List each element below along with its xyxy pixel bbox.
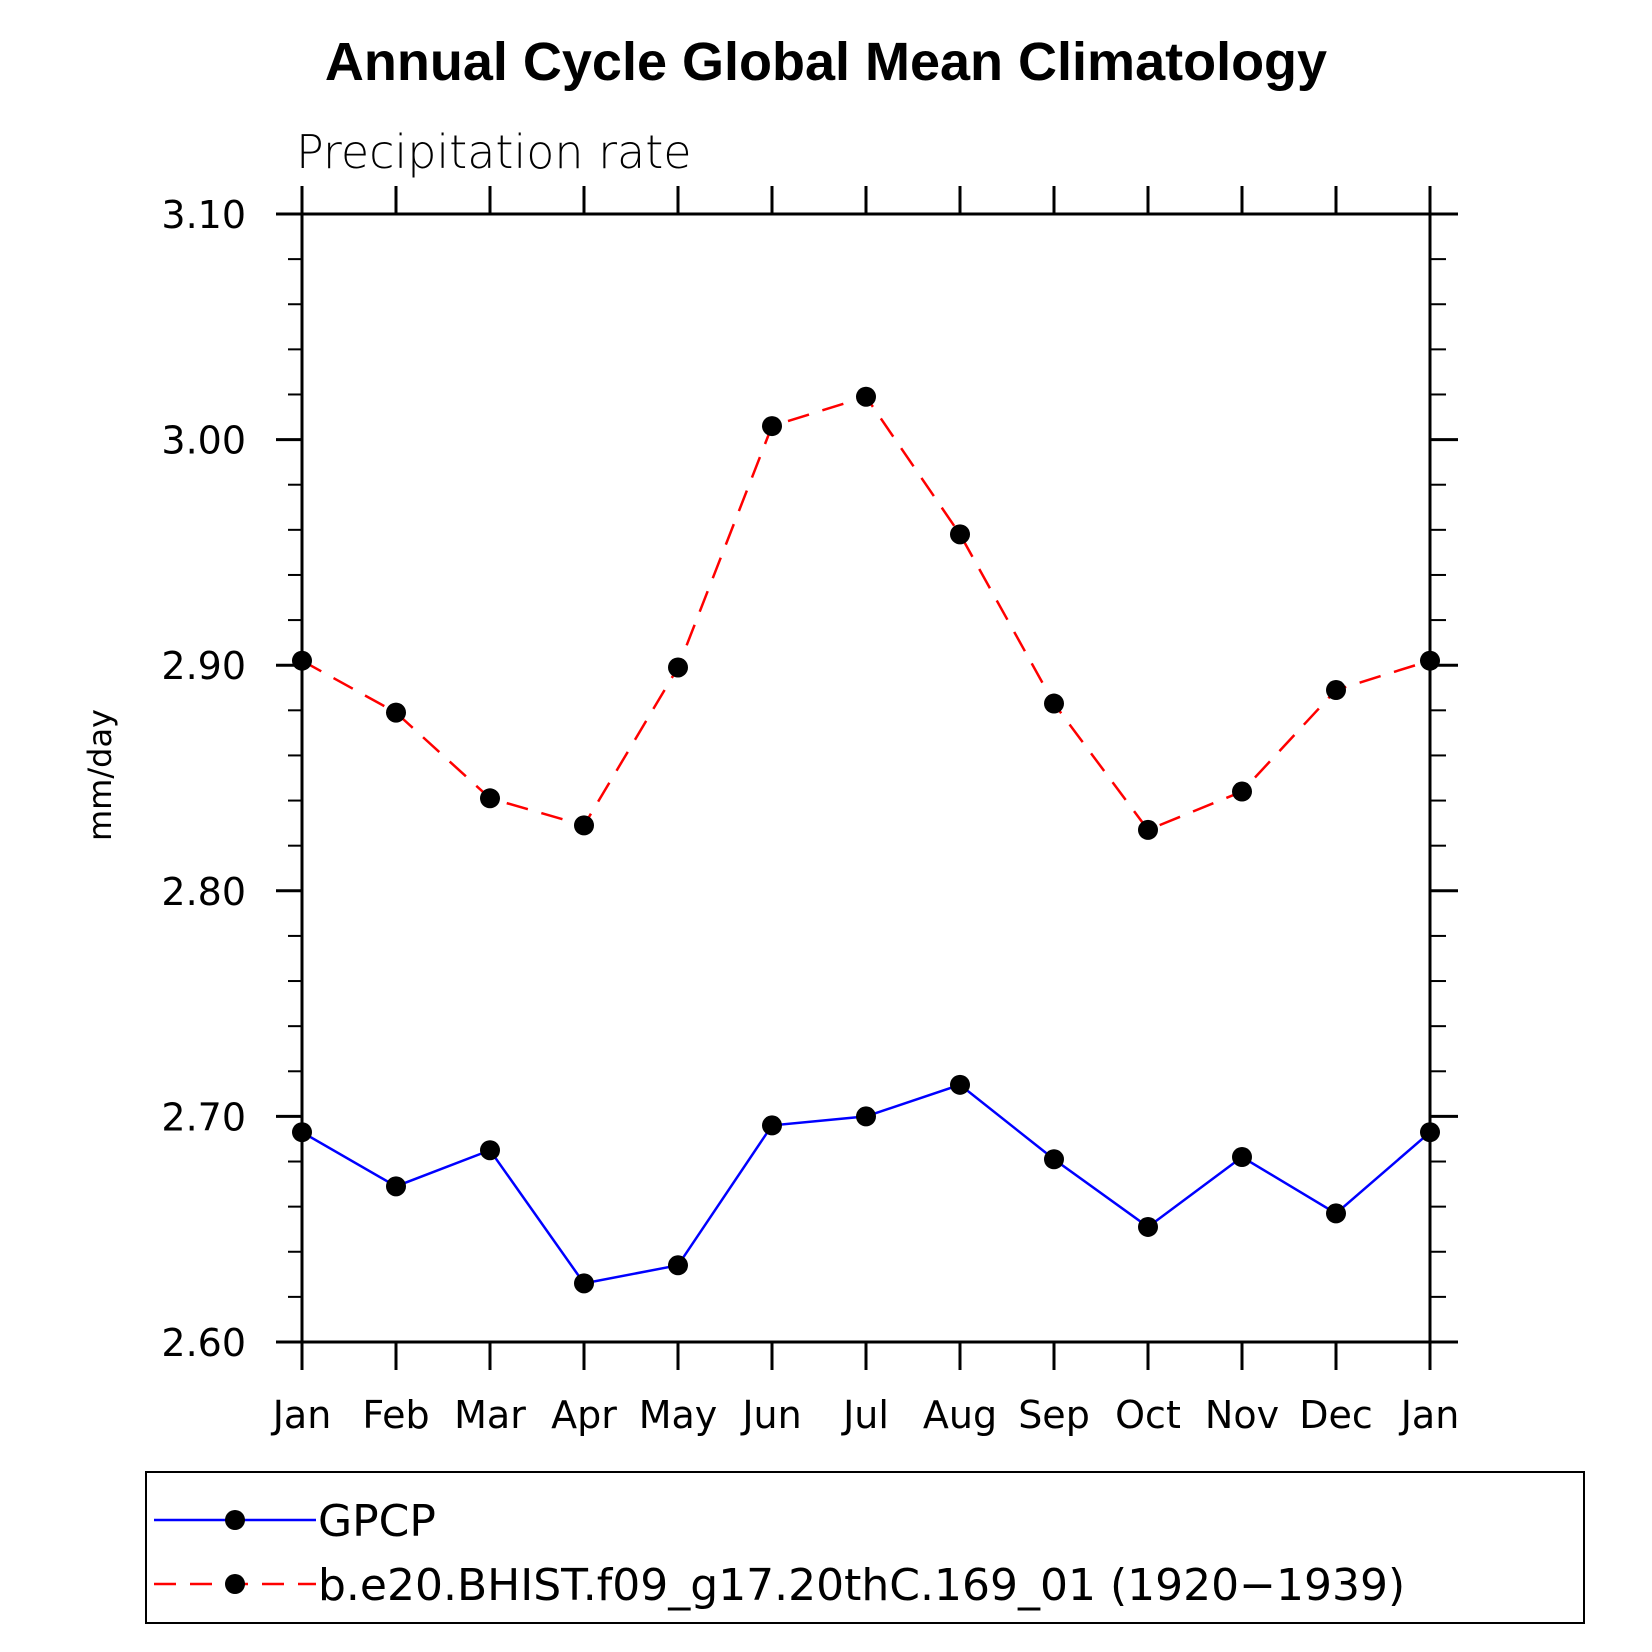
y-tick-label: 3.10 <box>161 193 246 237</box>
x-tick-label: Jan <box>271 1393 332 1437</box>
y-axis-label: mm/day <box>81 709 119 841</box>
legend-label-1: GPCP <box>318 1496 436 1547</box>
y-tick-labels: 2.60 2.70 2.80 2.90 3.00 3.10 <box>161 193 246 1365</box>
data-point-series-2 <box>950 524 970 545</box>
y-tick-label: 2.70 <box>161 1095 246 1139</box>
y-tick-label: 3.00 <box>161 419 246 463</box>
data-point-series-1 <box>950 1074 970 1095</box>
data-point-series-1 <box>1044 1149 1064 1170</box>
legend-label-2: b.e20.BHIST.f09_g17.20thC.169_01 (1920−1… <box>318 1560 1405 1611</box>
data-point-series-1 <box>1326 1203 1346 1224</box>
x-tick-label: Nov <box>1205 1393 1279 1437</box>
chart-title: Annual Cycle Global Mean Climatology <box>325 32 1327 92</box>
data-point-series-2 <box>1420 650 1440 671</box>
x-tick-label: Jan <box>1399 1393 1460 1437</box>
data-point-series-1 <box>856 1106 876 1127</box>
series-line-2 <box>301 395 1431 832</box>
data-point-series-2 <box>1232 781 1252 802</box>
data-point-series-1 <box>480 1140 500 1161</box>
legend-marker-1 <box>225 1510 245 1530</box>
data-point-series-2 <box>1326 680 1346 701</box>
legend-box <box>145 1471 1585 1624</box>
data-point-series-1 <box>668 1255 688 1276</box>
data-point-series-1 <box>386 1176 406 1197</box>
data-point-series-2 <box>668 657 688 678</box>
data-point-series-1 <box>292 1122 312 1143</box>
x-tick-label: Dec <box>1299 1393 1373 1437</box>
data-point-series-1 <box>762 1115 782 1136</box>
data-point-series-2 <box>1138 819 1158 840</box>
x-tick-label: Oct <box>1115 1393 1181 1437</box>
data-point-series-2 <box>574 815 594 836</box>
x-tick-label: Feb <box>362 1393 429 1437</box>
x-tick-label: Jun <box>740 1393 801 1437</box>
y-tick-label: 2.60 <box>161 1321 246 1365</box>
plot-frame <box>300 212 1432 1344</box>
legend: GPCP b.e20.BHIST.f09_g17.20thC.169_01 (19… <box>154 1496 1405 1611</box>
axis-ticks <box>276 186 1458 1370</box>
data-point-series-1 <box>1232 1147 1252 1168</box>
legend-marker-2 <box>225 1574 245 1594</box>
x-tick-label: Sep <box>1018 1393 1090 1437</box>
x-tick-labels: Jan Feb Mar Apr May Jun Jul Aug Sep Oct Nov Dec Jan <box>271 1393 1460 1437</box>
y-tick-label: 2.80 <box>161 870 246 914</box>
data-point-series-2 <box>292 650 312 671</box>
x-tick-label: Mar <box>454 1393 526 1437</box>
x-tick-label: Jul <box>841 1393 889 1437</box>
data-point-series-2 <box>762 416 782 437</box>
data-point-series-2 <box>386 702 406 723</box>
data-point-series-2 <box>1044 693 1064 714</box>
data-point-series-2 <box>480 788 500 809</box>
data-point-series-1 <box>1138 1216 1158 1237</box>
x-tick-label: May <box>639 1393 718 1437</box>
y-tick-label: 2.90 <box>161 644 246 688</box>
data-point-series-1 <box>1420 1122 1440 1143</box>
x-tick-label: Aug <box>923 1393 997 1437</box>
x-tick-label: Apr <box>551 1393 617 1437</box>
data-point-series-1 <box>574 1273 594 1294</box>
series-group <box>292 386 1440 1294</box>
data-point-series-2 <box>856 386 876 407</box>
chart-subtitle: Precipitation rate <box>296 125 692 179</box>
